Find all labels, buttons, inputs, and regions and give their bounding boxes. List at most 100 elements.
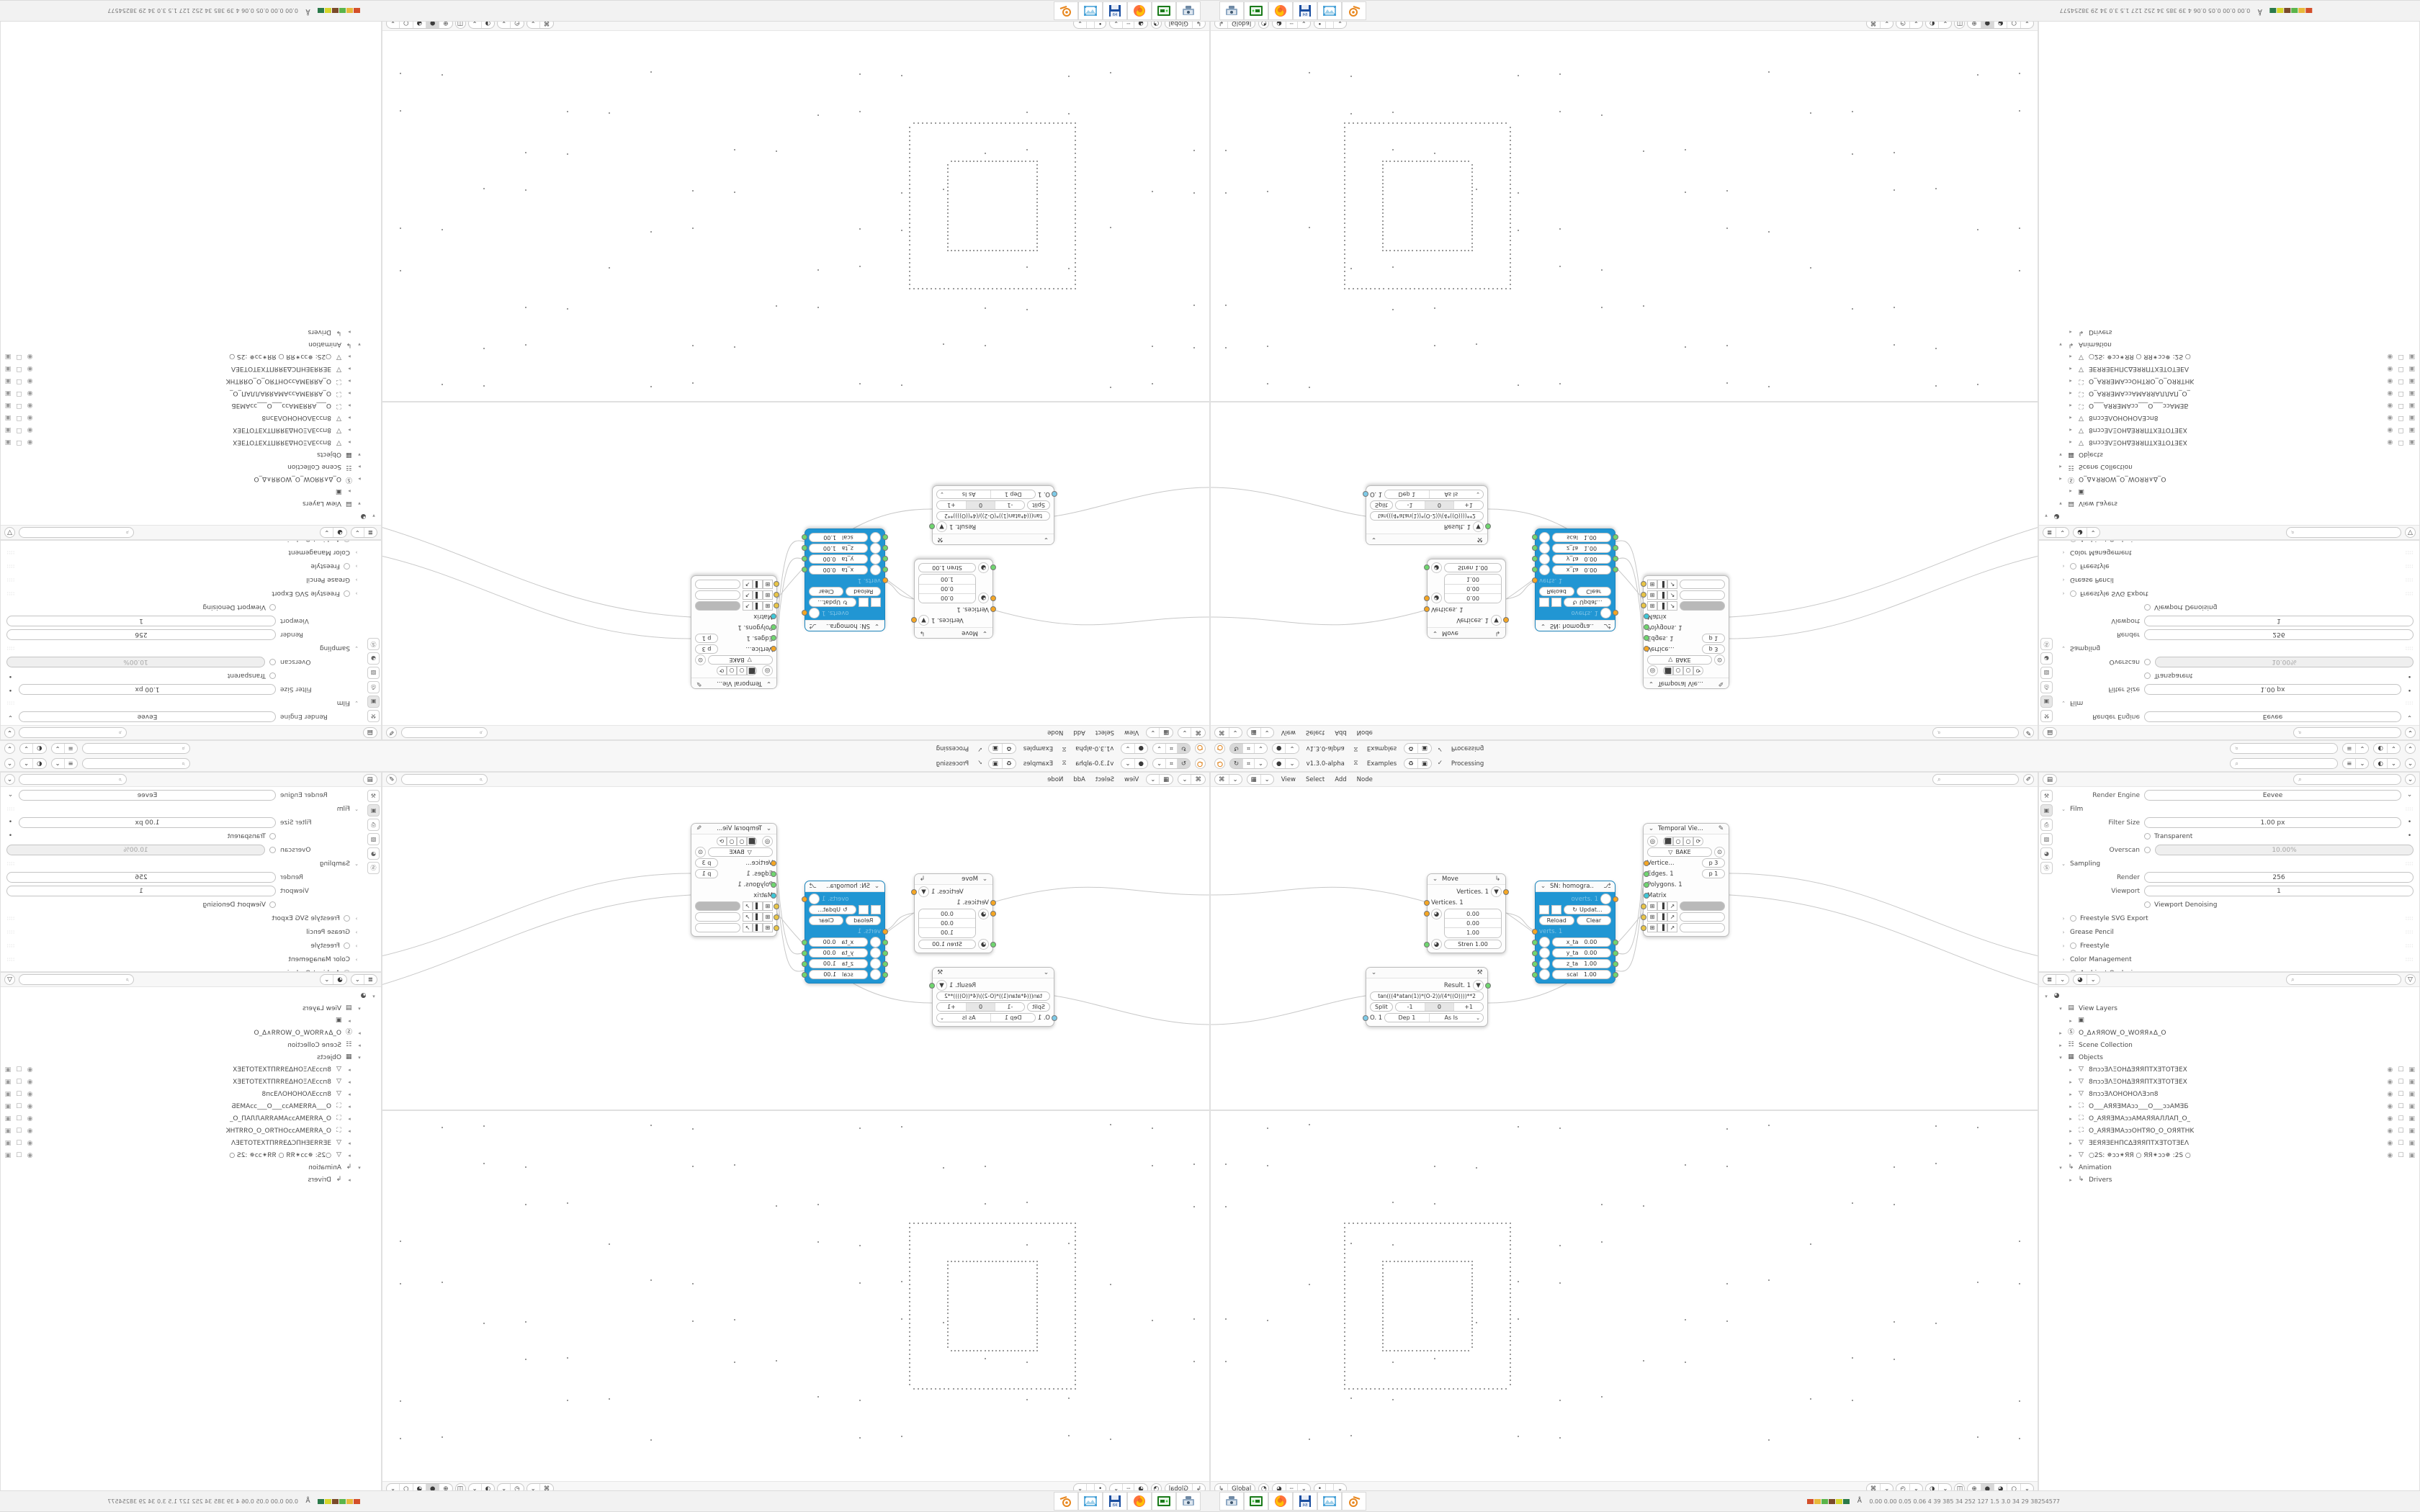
animate-icon[interactable]: ◕ — [870, 969, 881, 980]
eye-icon[interactable]: ◉ — [2387, 426, 2393, 434]
clear-button[interactable]: Clear — [1576, 916, 1611, 925]
outliner-item[interactable]: ▾ ↳ Animation — [2043, 1161, 2419, 1174]
chevron-right-icon[interactable]: ▸ — [348, 1176, 351, 1183]
playback-controls[interactable]: ♻ ▣ — [988, 743, 1016, 754]
slider-track[interactable] — [1680, 923, 1725, 932]
taskbar-item-save-64-icon[interactable]: 64 — [1103, 1, 1127, 20]
shading-0[interactable]: ⊕ — [1968, 1484, 1981, 1493]
orientation-icon[interactable]: ↳ — [1215, 1484, 1229, 1493]
wrench-icon[interactable]: ⚒ — [937, 968, 944, 976]
param-field-y_ta[interactable]: y_ta 0.00 — [809, 948, 868, 958]
slider-icon-0[interactable]: ⊞ — [1647, 901, 1657, 911]
outliner-display-mode[interactable]: ◕ ⌄ — [2073, 527, 2100, 538]
node-formula[interactable]: ⌄ ⚒ Result. 1 ▼ tan(((4*atan(1))*(O-2))/(4*(… — [1363, 485, 1491, 545]
scene-icon-0[interactable]: ● — [1134, 758, 1147, 769]
node-header[interactable]: ⌄ Move ↳ — [1428, 874, 1505, 885]
properties-collapsed-section[interactable]: › Grease Pencil ∷∷ — [2055, 573, 2419, 587]
node-header[interactable]: ⌄ Temporal Vie... ✎ — [1644, 824, 1729, 834]
row-value[interactable]: 1 — [6, 616, 276, 626]
chevron-down-icon[interactable]: ⌄ — [1432, 629, 1438, 637]
camera-render-icon[interactable]: ▣ — [5, 1139, 12, 1147]
animate-icon[interactable]: ◕ — [870, 543, 881, 554]
vector-field-2[interactable]: 1.00 — [1445, 928, 1501, 937]
outliner-item[interactable]: ▸ ▣ — [2043, 485, 2419, 498]
param-field-scal[interactable]: scal 1.00 — [1552, 970, 1611, 979]
properties-tab-2[interactable]: ⎙ — [2040, 819, 2053, 831]
outliner-search-input[interactable]: ⌕ — [2286, 527, 2401, 538]
result-dropdown-icon[interactable]: ▼ — [1473, 521, 1484, 532]
properties-type-icon[interactable]: ▤ — [367, 729, 373, 737]
script-icon[interactable]: ⎇ — [809, 622, 817, 630]
chevron-down-icon[interactable]: ⌄ — [1043, 536, 1049, 544]
screen-icon[interactable]: ☐ — [16, 1139, 22, 1147]
scene-icon-0[interactable]: ● — [1273, 743, 1286, 754]
camera-render-icon[interactable]: ▣ — [5, 1066, 12, 1074]
node-mode-icon-1[interactable]: ⌄ — [1150, 729, 1156, 737]
slider-icon-0[interactable]: ⊞ — [763, 601, 773, 611]
node-editor-type[interactable]: ⌘ ⌄ — [1178, 727, 1206, 738]
properties-tab-5[interactable]: Ⓢ — [2040, 638, 2053, 650]
chevron-right-icon[interactable]: ▸ — [2069, 415, 2072, 421]
socket-slider-1[interactable] — [774, 914, 779, 920]
screen-icon[interactable]: ☐ — [16, 390, 22, 397]
outliner-editor-type[interactable]: ≣ ⌄ — [350, 974, 377, 985]
socket-param-2[interactable] — [1532, 545, 1538, 552]
slider-track[interactable] — [1680, 601, 1725, 611]
chevron-right-icon[interactable]: ▸ — [2059, 1030, 2062, 1036]
outliner-filter-icon[interactable]: ▽ — [4, 527, 15, 538]
outliner-item[interactable]: ▸ ⛶ O_АЯЯƎMAɔɔAMAЯЯAЛЛAП_O_ ◉ ☐ ▣ — [2043, 387, 2419, 400]
outliner-item[interactable]: ▾ ↳ Animation — [1, 338, 377, 351]
animate-icon[interactable]: ◕ — [870, 958, 881, 969]
chevron-right-icon[interactable]: › — [2062, 577, 2065, 583]
outliner-item[interactable]: ▾ ▦ Objects — [1, 449, 377, 461]
outliner-filter[interactable]: ≡ ⌄ — [50, 758, 78, 769]
socket-strength[interactable] — [1424, 564, 1430, 571]
socket-param-out-2[interactable] — [802, 545, 807, 552]
chevron-down-icon[interactable]: ▾ — [358, 500, 361, 507]
strength-field[interactable]: Stren 1.00 — [918, 563, 976, 572]
output-dropdown-icon[interactable]: ▼ — [1491, 615, 1502, 626]
chevron-down-icon[interactable]: ⌄ — [354, 806, 359, 812]
camera-render-icon[interactable]: ▣ — [5, 390, 12, 397]
screen-icon[interactable]: ☐ — [2398, 1102, 2404, 1110]
animate-icon[interactable]: ◕ — [978, 593, 989, 603]
node-header[interactable]: ⌄ Move ↳ — [915, 874, 992, 885]
node-toolicon-3[interactable]: ⟳ — [717, 837, 727, 846]
chevron-right-icon[interactable]: ▸ — [348, 488, 351, 495]
node-toolicon-2[interactable]: ○ — [1683, 666, 1693, 675]
eye-icon[interactable]: ◎ — [1647, 665, 1658, 676]
camera-render-icon[interactable]: ▣ — [5, 353, 12, 361]
editor-type-icon-2[interactable]: ⌄ — [1156, 744, 1162, 752]
taskbar-item-blender-icon[interactable] — [1054, 1492, 1078, 1511]
update-button[interactable]: ↻ Updat... — [1564, 598, 1611, 607]
node-menu-add[interactable]: Add — [1073, 729, 1085, 737]
chevron-right-icon[interactable]: › — [2062, 563, 2065, 570]
chevron-down-icon[interactable]: ⌄ — [874, 882, 880, 890]
chevron-right-icon[interactable]: ▸ — [348, 366, 351, 372]
socket-param-out-3[interactable] — [802, 534, 807, 541]
slider-icon-0[interactable]: ⊞ — [763, 580, 773, 589]
split-button[interactable]: Split — [1027, 1002, 1050, 1012]
node-mode-icon-1[interactable]: ⌄ — [1264, 729, 1270, 737]
outliner-display-mode[interactable]: ◕ ⌄ — [320, 527, 347, 538]
taskbar-item-image-viewer-icon[interactable] — [1078, 1492, 1103, 1511]
chevron-right-icon[interactable]: ▸ — [2069, 329, 2072, 336]
node-temporal-view[interactable]: ⌄ Temporal Vie... ✎ ◎ ⬛ ○ ○ ⟳ ▽ BAKE ⊙ Vertice... p … — [1641, 823, 1729, 937]
socket-slider-1[interactable] — [1641, 914, 1646, 920]
socket-in[interactable] — [1424, 899, 1430, 906]
outliner-item[interactable]: ▸ Ⓢ O_∆∧ЯЯOW_O_WOЯЯ∧∆_O — [2043, 1027, 2419, 1039]
screen-icon[interactable]: ☐ — [2398, 1078, 2404, 1086]
screen-icon[interactable]: ☐ — [2398, 426, 2404, 434]
display-mode-chevron[interactable]: ⌄ — [2090, 976, 2096, 984]
script-toolicon-1[interactable]: ◕ — [1551, 905, 1561, 914]
output-dropdown-icon[interactable]: ▼ — [809, 894, 820, 904]
node-header[interactable]: ⌄ Move ↳ — [1428, 627, 1505, 638]
socket-param-out-0[interactable] — [802, 939, 807, 945]
chevron-right-icon[interactable]: ▸ — [2069, 1140, 2072, 1146]
outliner-item-toggles[interactable]: ◉ ☐ ▣ — [2388, 415, 2415, 422]
properties-collapsed-section[interactable]: › Freestyle ∷∷ — [1, 559, 365, 573]
editor-type-icon-0[interactable]: ↻ — [1176, 743, 1190, 754]
param-field-z_ta[interactable]: z_ta 1.00 — [809, 544, 868, 553]
blender-logo-icon[interactable] — [1214, 743, 1225, 754]
editor-type-switcher[interactable]: ↻ ⌗ ⌄ — [1152, 743, 1191, 754]
